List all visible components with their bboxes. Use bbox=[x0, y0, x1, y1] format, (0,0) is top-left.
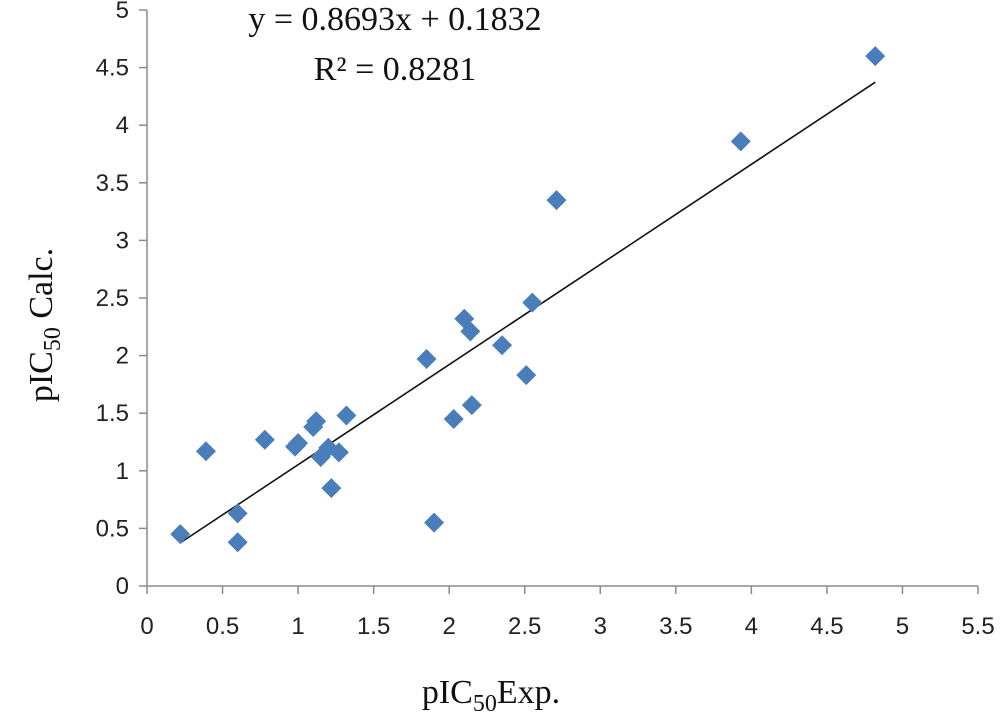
x-axis-label: pIC50Exp. bbox=[422, 674, 560, 717]
y-tick-label: 3 bbox=[116, 227, 129, 254]
x-tick-label: 5 bbox=[896, 613, 909, 640]
data-points bbox=[170, 46, 886, 553]
x-axis-label-subscript: 50 bbox=[473, 691, 497, 717]
data-point bbox=[227, 503, 248, 524]
y-tick-label: 5 bbox=[116, 0, 129, 24]
y-tick-label: 3.5 bbox=[96, 170, 129, 197]
data-point bbox=[730, 131, 751, 152]
x-tick-label: 1.5 bbox=[357, 613, 390, 640]
data-point bbox=[522, 292, 543, 313]
x-tick-label: 0 bbox=[140, 613, 153, 640]
y-tick-label: 2.5 bbox=[96, 285, 129, 312]
data-point bbox=[416, 349, 437, 370]
data-point bbox=[424, 512, 445, 533]
x-tick-label: 5.5 bbox=[961, 613, 994, 640]
data-point bbox=[443, 408, 464, 429]
y-tick-label: 1.5 bbox=[96, 400, 129, 427]
x-tick-label: 3.5 bbox=[659, 613, 692, 640]
y-tick-label: 1 bbox=[116, 458, 129, 485]
data-point bbox=[254, 429, 275, 450]
y-axis-ticks: 0 0.5 1 1.5 2 2.5 3 3.5 4 4.5 5 bbox=[96, 0, 147, 600]
data-point bbox=[321, 478, 342, 499]
data-point bbox=[328, 442, 349, 463]
x-axis-ticks: 0 0.5 1 1.5 2 2.5 3 3.5 4 4.5 5 5.5 bbox=[140, 586, 995, 640]
x-tick-label: 4 bbox=[745, 613, 758, 640]
r-squared-label: R² = 0.8281 bbox=[314, 51, 477, 88]
y-axis-label-prefix: pIC bbox=[23, 351, 60, 402]
x-tick-label: 4.5 bbox=[810, 613, 843, 640]
trendline-equation: y = 0.8693x + 0.1832 bbox=[248, 1, 541, 38]
x-tick-label: 0.5 bbox=[206, 613, 239, 640]
trendline bbox=[179, 81, 876, 544]
data-point bbox=[195, 441, 216, 462]
y-axis-label-suffix: Calc. bbox=[23, 248, 60, 327]
data-point bbox=[865, 46, 886, 67]
x-axis-label-suffix: Exp. bbox=[497, 674, 560, 711]
y-tick-label: 0.5 bbox=[96, 515, 129, 542]
y-axis-label-subscript: 50 bbox=[40, 327, 66, 351]
data-point bbox=[336, 405, 357, 426]
data-point bbox=[546, 190, 567, 211]
x-tick-label: 2 bbox=[443, 613, 456, 640]
y-axis-label: pIC50 Calc. bbox=[23, 248, 66, 402]
data-point bbox=[170, 524, 191, 545]
x-tick-label: 2.5 bbox=[508, 613, 541, 640]
data-point bbox=[492, 335, 513, 356]
axes: 0 0.5 1 1.5 2 2.5 3 3.5 4 4.5 5 5.5 0 0.5 1 1.5 2 2.5 3 3.… bbox=[96, 0, 995, 640]
data-point bbox=[306, 411, 327, 432]
data-point bbox=[516, 365, 537, 386]
y-tick-label: 2 bbox=[116, 343, 129, 370]
y-tick-label: 0 bbox=[116, 573, 129, 600]
y-tick-label: 4.5 bbox=[96, 55, 129, 82]
y-tick-label: 4 bbox=[116, 112, 129, 139]
data-point bbox=[227, 532, 248, 553]
data-point bbox=[288, 433, 309, 454]
x-tick-label: 3 bbox=[594, 613, 607, 640]
data-point bbox=[460, 321, 481, 342]
x-tick-label: 1 bbox=[291, 613, 304, 640]
data-point bbox=[461, 395, 482, 416]
x-axis-label-prefix: pIC bbox=[422, 674, 473, 711]
